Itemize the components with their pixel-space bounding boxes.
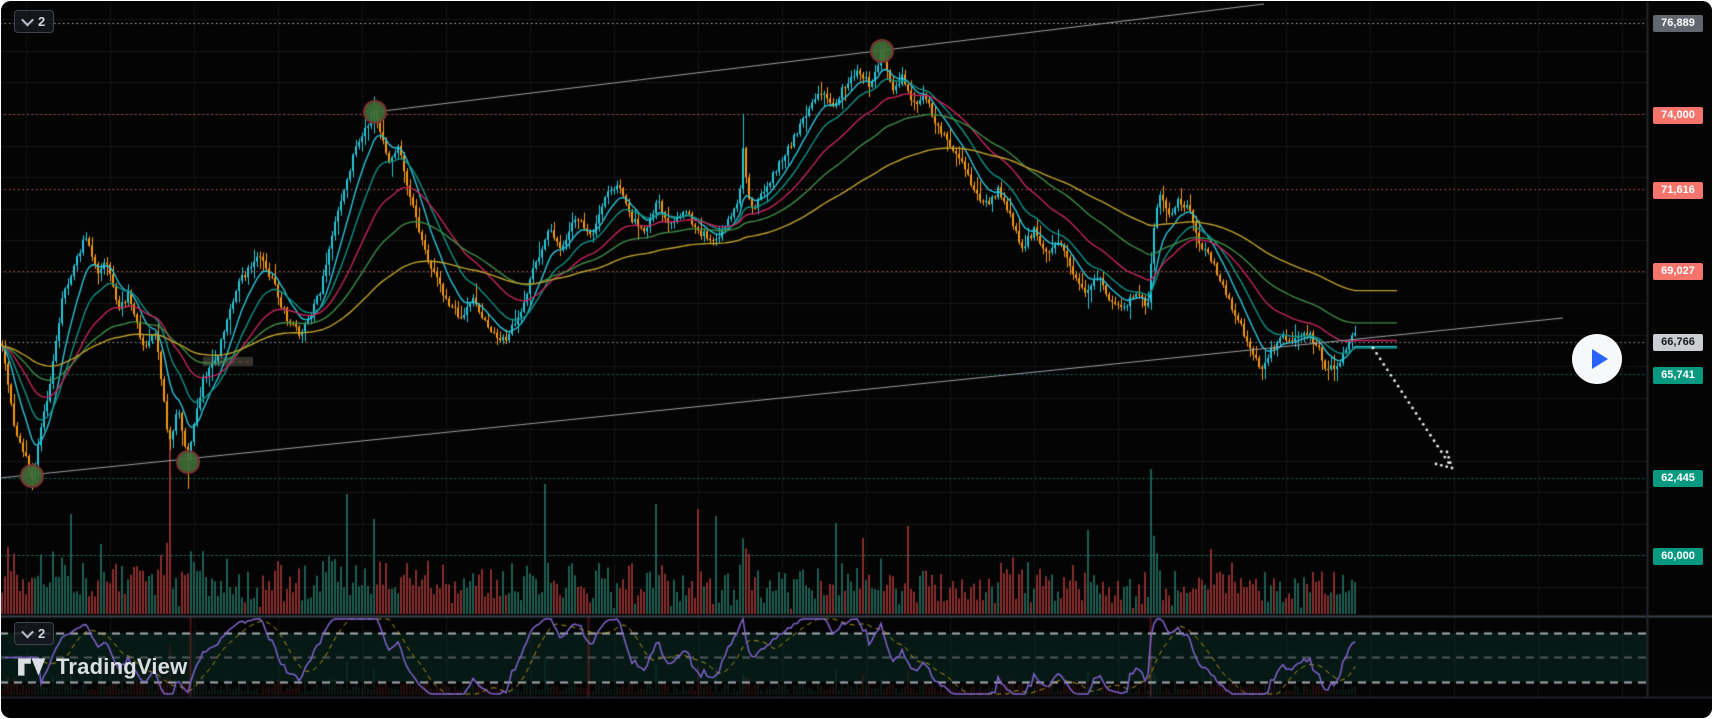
main-pane-legend-toggle[interactable]: 2 (14, 10, 54, 33)
price-level-badge[interactable]: 69,027 (1653, 263, 1703, 280)
price-level-badge[interactable]: 74,000 (1653, 107, 1703, 124)
indicator-pane-legend-toggle[interactable]: 2 (14, 622, 54, 645)
main-pane-legend-count: 2 (38, 14, 45, 29)
price-chart-canvas[interactable] (1, 1, 1712, 718)
chevron-down-icon (21, 626, 34, 639)
price-level-badge[interactable]: 65,741 (1653, 367, 1703, 384)
tradingview-logo-icon (17, 652, 47, 682)
price-level-badge[interactable]: 76,889 (1653, 15, 1703, 32)
tradingview-watermark[interactable]: TradingView (17, 652, 187, 682)
chevron-down-icon (21, 14, 34, 27)
price-level-badge[interactable]: 60,000 (1653, 548, 1703, 565)
price-level-badge[interactable]: 62,445 (1653, 470, 1703, 487)
indicator-pane-legend-count: 2 (38, 626, 45, 641)
chart-panel: 2 2 76,889 74,000 71,616 69,027 66,766 65,741… (1, 1, 1712, 718)
price-level-badge[interactable]: 66,766 (1653, 334, 1703, 351)
replay-play-button[interactable] (1572, 334, 1622, 384)
tradingview-wordmark: TradingView (56, 654, 187, 680)
price-level-badge[interactable]: 71,616 (1653, 182, 1703, 199)
play-icon (1592, 349, 1608, 369)
